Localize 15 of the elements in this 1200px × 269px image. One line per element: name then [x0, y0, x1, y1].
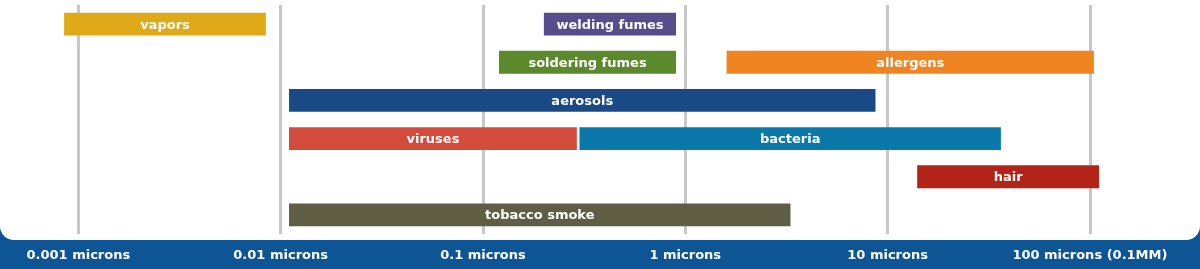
- series-label: welding fumes: [556, 16, 664, 32]
- series-label: viruses: [406, 131, 460, 147]
- x-tick-label: 0.01 microns: [233, 247, 329, 262]
- series-label: allergens: [876, 54, 945, 70]
- x-tick-label: 1 microns: [649, 247, 722, 262]
- x-tick-label: 10 microns: [847, 247, 929, 262]
- series-label: aerosols: [551, 92, 614, 108]
- series-label: hair: [993, 169, 1024, 185]
- series-label: vapors: [140, 16, 191, 32]
- x-tick-label: 0.001 microns: [26, 247, 131, 262]
- series-label: tobacco smoke: [485, 207, 595, 223]
- x-tick-label: 0.1 microns: [440, 247, 527, 262]
- series-label: bacteria: [759, 131, 821, 147]
- x-tick-label: 100 microns (0.1MM): [1012, 247, 1168, 262]
- series-label: soldering fumes: [528, 54, 647, 70]
